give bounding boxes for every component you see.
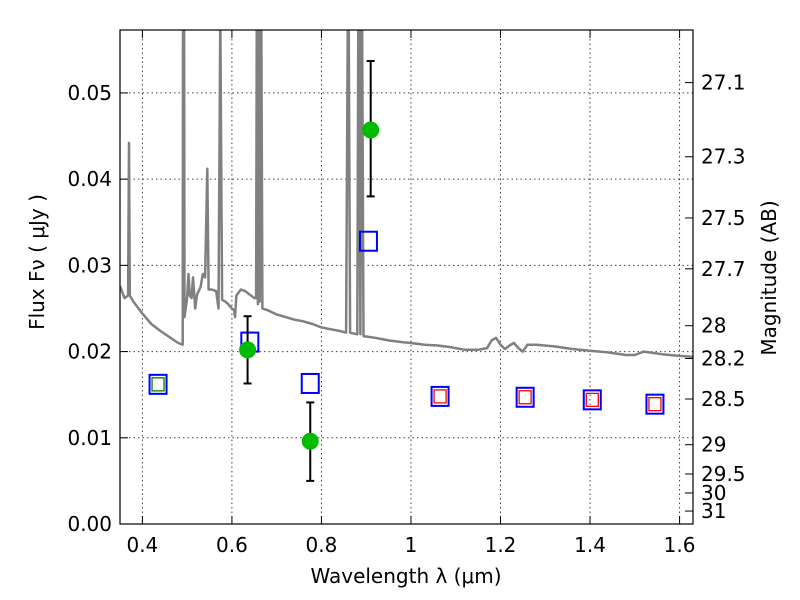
axis-ticks <box>120 30 693 525</box>
photometry-markers <box>148 60 665 482</box>
model-flux-square <box>582 389 602 411</box>
right-tick-label: 30 <box>701 481 726 505</box>
x-tick-label: 0.8 <box>306 533 338 557</box>
inner-square <box>585 392 599 408</box>
y-axis-label: Flux Fν ( μJy ) <box>25 194 49 330</box>
spectrum-line <box>120 30 693 358</box>
observed-point <box>301 432 319 450</box>
model-flux-square <box>430 385 450 407</box>
y-tick-label: 0.02 <box>67 340 112 364</box>
right-tick-label: 27.5 <box>701 206 746 230</box>
x-tick-label: 0.4 <box>126 533 158 557</box>
inner-square <box>518 390 532 405</box>
right-tick-label: 27.7 <box>701 257 746 281</box>
y-tick-label: 0.01 <box>67 426 112 450</box>
plot-background <box>120 30 693 524</box>
inner-square <box>433 389 447 404</box>
right-tick-label: 29.5 <box>701 462 746 486</box>
inner-square <box>151 377 165 392</box>
observed-point <box>362 121 380 139</box>
x-tick-label: 1.2 <box>485 533 517 557</box>
inner-square <box>648 397 662 412</box>
x-axis-label: Wavelength λ (μm) <box>310 564 501 588</box>
right-tick-label: 28 <box>701 314 726 338</box>
x-tick-label: 1.4 <box>574 533 606 557</box>
right-tick-label: 28.5 <box>701 387 746 411</box>
right-tick-label: 27.1 <box>701 71 746 95</box>
model-flux-square <box>515 386 535 408</box>
x-tick-label: 1.6 <box>664 533 696 557</box>
y-tick-label: 0.04 <box>67 167 112 191</box>
model-flux-square <box>148 373 168 395</box>
right-tick-label: 31 <box>701 499 726 523</box>
model-flux-square <box>358 230 378 252</box>
tick-labels: 0.4 0.6 0.8 1 1.2 1.4 1.6 0.00 0.01 0.02 0.03 0.04 0… <box>67 71 745 557</box>
plot-frame <box>119 29 694 525</box>
y-tick-label: 0.00 <box>67 512 112 536</box>
observed-point <box>239 341 257 359</box>
right-tick-label: 27.3 <box>701 145 746 169</box>
x-tick-label: 1 <box>405 533 418 557</box>
right-tick-label: 29 <box>701 433 726 457</box>
y-tick-label: 0.05 <box>67 81 112 105</box>
right-axis-label: Magnitude (AB) <box>757 200 781 355</box>
x-tick-label: 0.6 <box>216 533 248 557</box>
model-spectrum <box>120 30 693 358</box>
right-tick-label: 28.2 <box>701 346 746 370</box>
model-flux-square <box>300 372 320 394</box>
y-tick-label: 0.03 <box>67 253 112 277</box>
model-flux-square <box>645 393 665 415</box>
